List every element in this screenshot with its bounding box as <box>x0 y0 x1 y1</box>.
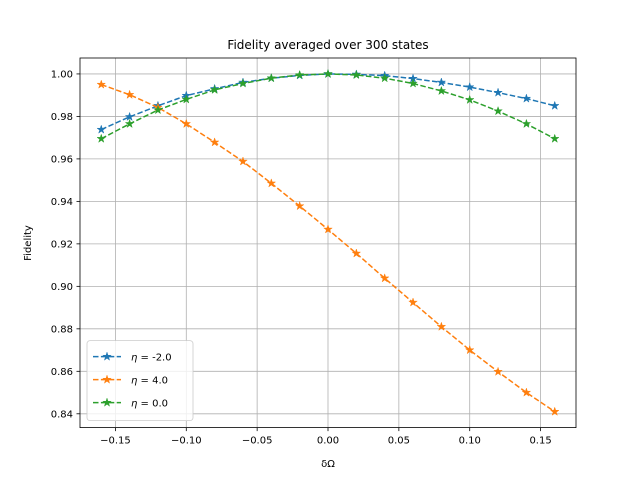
legend: η = -2.0η = 4.0η = 0.0 <box>86 340 194 422</box>
legend-label-symbol: η <box>131 353 137 364</box>
legend-label-value: = 4.0 <box>137 376 168 387</box>
data-point <box>549 133 560 143</box>
series-line <box>100 73 555 131</box>
x-tick-label: 0.00 <box>317 436 339 447</box>
x-tick-label: −0.10 <box>171 436 202 447</box>
data-point <box>464 81 475 92</box>
data-point <box>181 118 192 129</box>
data-point <box>436 85 447 96</box>
legend-marker <box>102 397 112 407</box>
x-tick-label: 0.05 <box>388 436 410 447</box>
legend-label-symbol: η <box>131 399 137 410</box>
data-point <box>266 72 277 83</box>
data-point <box>549 406 560 416</box>
data-point <box>266 178 277 188</box>
data-point <box>181 94 192 104</box>
data-point <box>124 118 135 129</box>
x-tick-label: 0.15 <box>529 436 551 447</box>
legend-entry: η = 4.0 <box>93 374 168 387</box>
data-point <box>379 72 390 83</box>
data-point <box>436 77 447 87</box>
data-point <box>379 273 390 283</box>
data-point <box>464 344 475 355</box>
data-point <box>493 105 504 116</box>
data-point <box>521 387 532 397</box>
y-tick-label: 0.90 <box>51 282 73 293</box>
data-point <box>238 156 248 166</box>
data-point <box>521 93 532 103</box>
y-tick-label: 0.86 <box>51 367 73 378</box>
data-point <box>351 248 362 258</box>
data-point <box>294 200 305 211</box>
legend-label: η = -2.0 <box>131 353 172 364</box>
data-point <box>238 78 248 88</box>
data-point <box>493 87 504 97</box>
x-tick-label: 0.10 <box>459 436 481 447</box>
legend-label-value: = 0.0 <box>137 399 168 410</box>
legend-entry: η = 0.0 <box>93 397 168 410</box>
chart-title: Fidelity averaged over 300 states <box>227 38 428 52</box>
data-point <box>96 133 107 143</box>
series-layer <box>96 68 560 416</box>
y-tick-label: 0.84 <box>51 409 73 420</box>
legend-label-symbol: η <box>131 376 137 387</box>
series-3 <box>96 68 560 143</box>
data-point <box>549 100 560 111</box>
data-point <box>323 224 333 234</box>
x-tick-label: −0.15 <box>100 436 131 447</box>
y-axis-label: Fidelity <box>23 225 34 261</box>
y-tick-label: 0.92 <box>51 239 73 250</box>
legend-marker <box>102 374 112 384</box>
data-point <box>124 111 135 122</box>
y-tick-label: 1.00 <box>51 69 73 80</box>
data-point <box>294 69 305 80</box>
legend-label: η = 0.0 <box>131 399 168 410</box>
data-point <box>436 321 447 331</box>
y-tick-label: 0.96 <box>51 154 73 165</box>
x-axis-label: δΩ <box>321 459 335 470</box>
legend-marker <box>102 351 112 361</box>
data-point <box>521 118 532 129</box>
legend-label-value: = -2.0 <box>137 353 171 364</box>
x-tick-label: −0.05 <box>242 436 273 447</box>
data-point <box>408 297 418 307</box>
data-point <box>351 69 362 80</box>
data-point <box>96 124 107 134</box>
data-point <box>323 68 333 79</box>
data-point <box>209 137 220 147</box>
data-point <box>408 78 418 88</box>
data-point <box>464 94 475 105</box>
y-tick-label: 0.98 <box>51 112 73 123</box>
y-tick-label: 0.88 <box>51 324 73 335</box>
data-point <box>96 79 107 89</box>
data-point <box>209 84 220 95</box>
ticks: −0.15 −0.10 −0.05 0.00 0.05 0.10 0.15 0.84 0.86 0… <box>51 69 552 446</box>
data-point <box>493 366 504 376</box>
legend-box <box>86 340 194 422</box>
legend-label: η = 4.0 <box>131 376 168 387</box>
data-point <box>124 89 135 99</box>
y-tick-label: 0.94 <box>51 197 73 208</box>
legend-entry: η = -2.0 <box>93 351 172 364</box>
data-point <box>152 104 163 115</box>
